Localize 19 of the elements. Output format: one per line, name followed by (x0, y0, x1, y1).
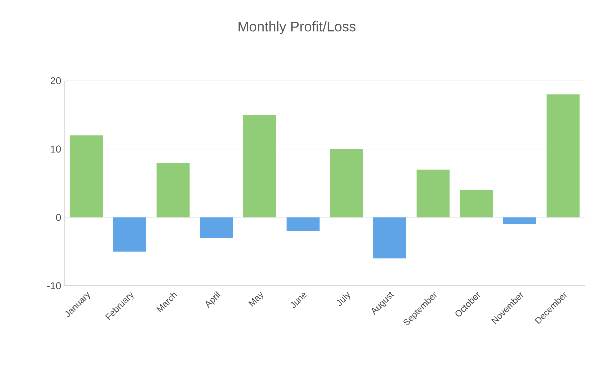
bar (416, 170, 450, 218)
chart-title: Monthly Profit/Loss (238, 21, 356, 34)
y-tick-label: 20 (50, 77, 62, 85)
bar (156, 163, 190, 218)
bar (70, 136, 104, 218)
x-tick-label: July (336, 292, 350, 306)
x-tick-label: May (248, 292, 264, 307)
bar (244, 115, 277, 218)
bar (374, 218, 407, 259)
bar (460, 190, 494, 218)
bar (200, 218, 234, 238)
y-tick-label: 0 (56, 214, 62, 222)
bar (286, 218, 320, 232)
bar (546, 94, 580, 218)
y-tick-label: 10 (51, 146, 62, 153)
bar (330, 149, 364, 218)
y-tick-label: -10 (48, 282, 62, 290)
bar (114, 218, 147, 252)
bar (504, 218, 537, 224)
